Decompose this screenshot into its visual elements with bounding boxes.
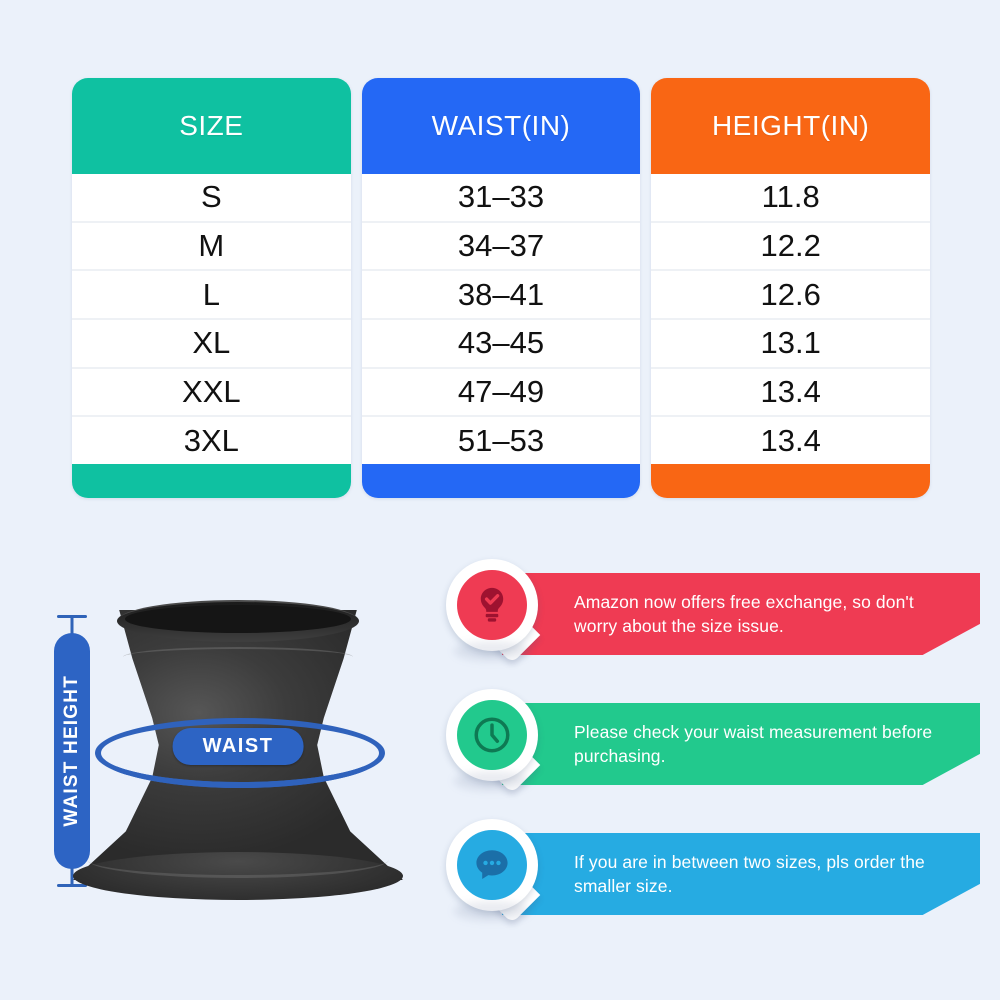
- size-chart-table: SIZE S M L XL XXL 3XL WAIST(IN) 31–33 34…: [72, 78, 931, 498]
- table-column-size: SIZE S M L XL XXL 3XL: [72, 78, 351, 498]
- callout-text: Amazon now offers free exchange, so don'…: [574, 591, 914, 636]
- gauge-cap-top-icon: [57, 615, 87, 618]
- callout-text: If you are in between two sizes, pls ord…: [574, 851, 925, 896]
- waist-measure-ring-front-icon: [95, 718, 385, 788]
- table-cell-size: S: [72, 174, 351, 223]
- waist-badge: WAIST: [172, 728, 304, 765]
- table-cell-size: M: [72, 222, 351, 272]
- table-cell-height: 13.4: [651, 417, 931, 465]
- waist-trainer-band: WAIST: [73, 600, 403, 900]
- table-cell-waist: 47–49: [361, 368, 641, 418]
- table-cell-waist: 38–41: [361, 271, 641, 321]
- table-cell-waist: 34–37: [361, 222, 641, 272]
- band-bottom-rim: [87, 841, 389, 878]
- column-footer-height: [651, 464, 931, 498]
- callout-pin: [440, 815, 546, 927]
- callout-pin: [440, 685, 546, 797]
- gauge-cap-bottom-icon: [57, 884, 87, 887]
- gauge-pill: WAIST HEIGHT: [54, 633, 90, 869]
- table-cell-height: 13.4: [651, 368, 931, 418]
- callout-pin: [440, 555, 546, 667]
- callout-item: Amazon now offers free exchange, so don'…: [440, 555, 980, 667]
- clock-icon: [457, 700, 527, 770]
- gauge-stem-top-icon: [70, 617, 74, 634]
- table-cell-waist: 51–53: [361, 417, 641, 465]
- table-cell-height: 13.1: [651, 320, 931, 369]
- table-cell-height: 12.6: [651, 271, 931, 321]
- table-cell-waist: 31–33: [361, 174, 641, 223]
- callout-item: Please check your waist measurement befo…: [440, 685, 980, 797]
- table-column-height: HEIGHT(IN) 11.8 12.2 12.6 13.1 13.4 13.4: [651, 78, 931, 498]
- column-body-size: S M L XL XXL 3XL: [72, 174, 351, 465]
- callout-ribbon: Please check your waist measurement befo…: [502, 703, 980, 785]
- band-seam-line: [123, 647, 353, 667]
- gauge-stem-bottom-icon: [70, 868, 74, 885]
- table-column-waist: WAIST(IN) 31–33 34–37 38–41 43–45 47–49 …: [361, 78, 641, 498]
- table-cell-height: 11.8: [651, 174, 931, 223]
- pin-shadow: [454, 901, 530, 921]
- pin-shadow: [454, 641, 530, 661]
- callout-ribbon: Amazon now offers free exchange, so don'…: [502, 573, 980, 655]
- column-body-height: 11.8 12.2 12.6 13.1 13.4 13.4: [651, 174, 931, 465]
- table-cell-waist: 43–45: [361, 320, 641, 369]
- callout-ribbon: If you are in between two sizes, pls ord…: [502, 833, 980, 915]
- table-cell-size: L: [72, 271, 351, 321]
- column-header-waist: WAIST(IN): [361, 78, 641, 174]
- product-illustration: WAIST HEIGHT WAIST: [18, 565, 428, 980]
- callout-item: If you are in between two sizes, pls ord…: [440, 815, 980, 927]
- band-top-opening: [125, 605, 351, 633]
- column-body-waist: 31–33 34–37 38–41 43–45 47–49 51–53: [361, 174, 641, 465]
- table-cell-height: 12.2: [651, 222, 931, 272]
- callout-text: Please check your waist measurement befo…: [574, 721, 933, 766]
- lightbulb-check-icon: [457, 570, 527, 640]
- callout-list: Amazon now offers free exchange, so don'…: [440, 555, 980, 965]
- table-cell-size: 3XL: [72, 417, 351, 465]
- table-cell-size: XL: [72, 320, 351, 369]
- table-cell-size: XXL: [72, 368, 351, 418]
- column-footer-waist: [361, 464, 641, 498]
- column-footer-size: [72, 464, 351, 498]
- waist-height-gauge: WAIST HEIGHT: [44, 615, 100, 887]
- column-header-size: SIZE: [72, 78, 351, 174]
- pin-shadow: [454, 771, 530, 791]
- column-header-height: HEIGHT(IN): [651, 78, 931, 174]
- chat-bubble-icon: [457, 830, 527, 900]
